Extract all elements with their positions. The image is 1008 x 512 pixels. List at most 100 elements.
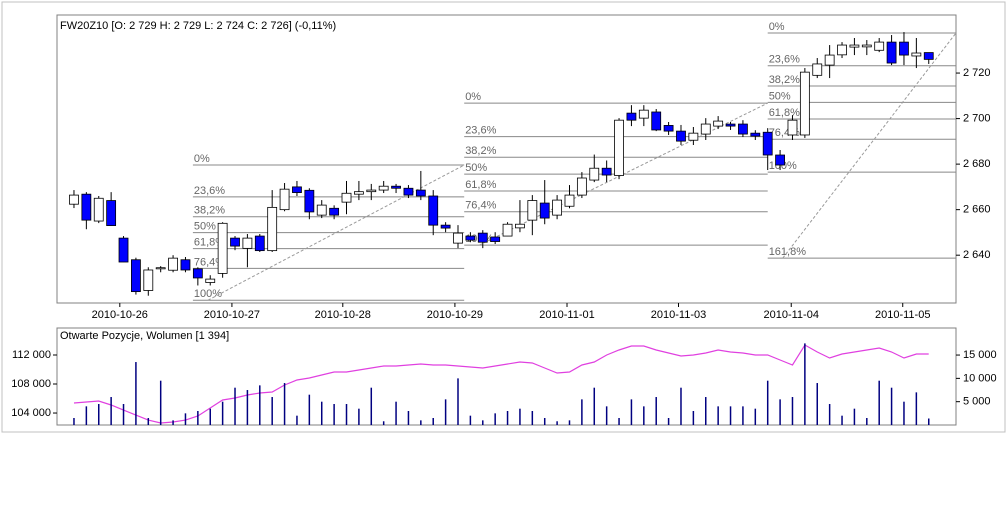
fib-label: 38,2% bbox=[194, 205, 225, 217]
candle-body bbox=[861, 44, 872, 48]
candle-body bbox=[254, 235, 265, 252]
candle-body bbox=[527, 200, 538, 221]
candle-body bbox=[316, 204, 327, 216]
fib-label: 38,2% bbox=[769, 74, 800, 86]
candle-body bbox=[403, 187, 414, 196]
candle-body bbox=[750, 132, 761, 137]
candle-body bbox=[143, 269, 154, 291]
candle-body bbox=[787, 119, 798, 136]
candle-body bbox=[651, 111, 662, 131]
fib-label: 50% bbox=[465, 162, 487, 174]
candle-body bbox=[192, 268, 203, 279]
trend-line bbox=[782, 32, 957, 259]
candle-body bbox=[353, 191, 364, 195]
candle-body bbox=[663, 125, 674, 132]
candle-body bbox=[725, 123, 736, 127]
candle-body bbox=[638, 109, 649, 119]
candle-body bbox=[341, 192, 352, 203]
x-tick-label: 2010-10-27 bbox=[204, 309, 260, 321]
fib-label: 23,6% bbox=[769, 54, 800, 66]
fib-label: 0% bbox=[194, 153, 210, 165]
volume-title: Otwarte Pozycje, Wolumen [1 394] bbox=[60, 330, 229, 342]
candle-body bbox=[688, 132, 699, 141]
candle-body bbox=[292, 186, 302, 193]
candle-body bbox=[477, 232, 488, 243]
candle-body bbox=[812, 63, 823, 76]
candle-body bbox=[453, 232, 463, 244]
candle-body bbox=[440, 224, 451, 229]
chart-title: FW20Z10 [O: 2 729 H: 2 729 L: 2 724 C: 2… bbox=[60, 20, 336, 32]
candle-body bbox=[217, 222, 228, 274]
x-tick-label: 2010-11-03 bbox=[651, 309, 706, 321]
candle-body bbox=[230, 237, 240, 247]
x-tick-label: 2010-11-04 bbox=[764, 309, 819, 321]
candle-body bbox=[539, 202, 550, 219]
candle-body bbox=[391, 185, 401, 189]
candle-body bbox=[81, 193, 92, 221]
candle-body bbox=[589, 167, 600, 181]
candle-body bbox=[279, 188, 290, 211]
candle-body bbox=[886, 41, 897, 64]
candle-body bbox=[69, 194, 79, 205]
candle-body bbox=[614, 119, 624, 176]
price-panel bbox=[56, 14, 957, 304]
volume-panel bbox=[56, 327, 957, 426]
y2-tick-label: 5 000 bbox=[963, 396, 991, 408]
fib-label: 61,8% bbox=[465, 179, 496, 191]
candle-body bbox=[378, 185, 389, 191]
candle-body bbox=[242, 237, 253, 249]
candle-body bbox=[415, 189, 426, 197]
fib-label: 0% bbox=[769, 21, 785, 33]
x-tick-label: 2010-11-05 bbox=[875, 309, 930, 321]
candle-body bbox=[626, 112, 637, 121]
fib-label: 23,6% bbox=[465, 124, 496, 136]
fib-label: 50% bbox=[769, 90, 791, 102]
candle-body bbox=[205, 278, 216, 283]
fib-label: 23,6% bbox=[194, 185, 225, 197]
candle-body bbox=[93, 197, 104, 222]
fib-label: 61,8% bbox=[194, 236, 225, 248]
candle-body bbox=[106, 200, 117, 226]
fib-label: 76,4% bbox=[194, 256, 225, 268]
fib-label: 50% bbox=[194, 221, 216, 233]
candle-body bbox=[738, 123, 748, 135]
candle-body bbox=[490, 236, 501, 242]
y-tick-label: 2 640 bbox=[963, 249, 991, 261]
y-tick-label: 108 000 bbox=[11, 378, 51, 390]
y2-tick-label: 15 000 bbox=[963, 349, 997, 361]
candle-body bbox=[849, 44, 860, 48]
fib-label: 100% bbox=[194, 288, 222, 300]
y-tick-label: 2 680 bbox=[963, 158, 991, 170]
x-tick-label: 2010-10-26 bbox=[92, 309, 148, 321]
candle-body bbox=[824, 54, 835, 66]
candle-body bbox=[837, 44, 847, 56]
candle-body bbox=[118, 237, 129, 263]
fib-label: 38,2% bbox=[465, 145, 496, 157]
candle-body bbox=[775, 154, 785, 166]
candle-body bbox=[329, 207, 340, 216]
candle-body bbox=[601, 167, 612, 176]
candle-body bbox=[168, 257, 178, 271]
candle-body bbox=[564, 194, 575, 207]
candle-body bbox=[131, 259, 141, 293]
y-tick-label: 112 000 bbox=[12, 349, 51, 361]
fib-label: 76,4% bbox=[465, 200, 496, 212]
candle-body bbox=[700, 123, 711, 135]
candle-body bbox=[180, 259, 191, 271]
candle-body bbox=[762, 131, 773, 156]
candle-body bbox=[911, 52, 922, 57]
x-tick-label: 2010-11-01 bbox=[539, 309, 594, 321]
candle-body bbox=[676, 130, 686, 142]
candle-body bbox=[428, 195, 439, 226]
candle-body bbox=[576, 177, 587, 196]
y-tick-label: 104 000 bbox=[11, 407, 51, 419]
fib-label: 0% bbox=[465, 91, 481, 103]
candle-body bbox=[366, 189, 377, 193]
candle-body bbox=[923, 52, 934, 60]
candle-body bbox=[552, 199, 563, 216]
open-interest-line bbox=[73, 344, 929, 424]
candle-body bbox=[502, 223, 513, 237]
x-tick-label: 2010-10-29 bbox=[427, 309, 483, 321]
